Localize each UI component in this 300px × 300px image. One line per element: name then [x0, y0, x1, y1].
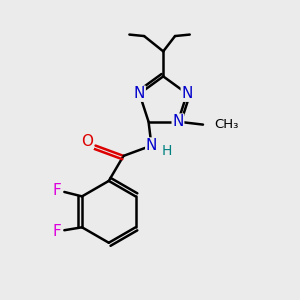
- Text: F: F: [52, 224, 62, 239]
- Text: N: N: [134, 86, 145, 101]
- Text: H: H: [162, 144, 172, 158]
- Text: O: O: [81, 134, 93, 149]
- Text: N: N: [182, 86, 193, 101]
- Text: N: N: [146, 138, 157, 153]
- Text: N: N: [172, 114, 184, 129]
- Text: CH₃: CH₃: [214, 118, 238, 131]
- Text: F: F: [52, 183, 62, 198]
